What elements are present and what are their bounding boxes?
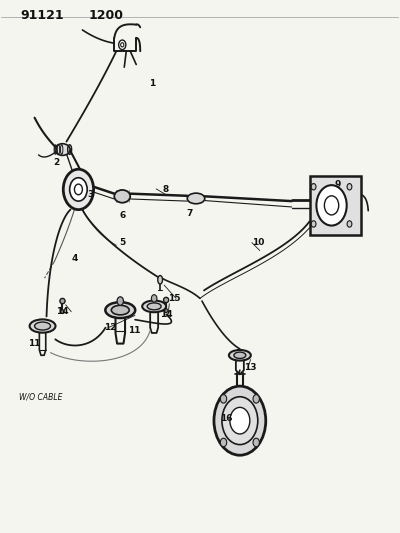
Text: 13: 13 — [244, 363, 256, 372]
Text: 1200: 1200 — [88, 9, 123, 22]
Circle shape — [220, 394, 227, 403]
Text: 16: 16 — [220, 414, 232, 423]
Ellipse shape — [114, 190, 130, 203]
Ellipse shape — [30, 319, 56, 333]
Ellipse shape — [158, 276, 162, 284]
Text: 2: 2 — [53, 158, 60, 167]
Text: 4: 4 — [71, 254, 78, 263]
Circle shape — [222, 397, 258, 445]
Circle shape — [230, 407, 250, 434]
Ellipse shape — [142, 301, 166, 312]
Ellipse shape — [187, 193, 205, 204]
Text: 11: 11 — [128, 326, 140, 335]
Circle shape — [119, 40, 126, 50]
Text: 15: 15 — [168, 294, 180, 303]
Ellipse shape — [111, 305, 129, 315]
Text: 12: 12 — [104, 323, 116, 332]
Circle shape — [311, 183, 316, 190]
Circle shape — [253, 438, 259, 447]
Circle shape — [63, 169, 94, 209]
Circle shape — [311, 221, 316, 227]
Ellipse shape — [147, 303, 161, 310]
Circle shape — [220, 438, 227, 447]
Circle shape — [316, 185, 347, 225]
Circle shape — [347, 183, 352, 190]
Text: 14: 14 — [56, 307, 69, 316]
Ellipse shape — [55, 144, 70, 156]
Ellipse shape — [234, 352, 246, 359]
Text: 7: 7 — [187, 209, 193, 218]
Ellipse shape — [164, 309, 168, 312]
Ellipse shape — [61, 310, 64, 313]
Text: 9: 9 — [334, 180, 341, 189]
Text: 11: 11 — [28, 339, 41, 348]
Text: 3: 3 — [87, 190, 94, 199]
FancyBboxPatch shape — [310, 176, 362, 235]
Text: 14: 14 — [160, 310, 172, 319]
Circle shape — [347, 221, 352, 227]
Text: 10: 10 — [252, 238, 264, 247]
Circle shape — [117, 297, 124, 305]
Circle shape — [151, 295, 157, 302]
Ellipse shape — [229, 350, 251, 361]
Circle shape — [253, 394, 259, 403]
Ellipse shape — [105, 302, 135, 318]
Text: W/O CABLE: W/O CABLE — [19, 392, 62, 401]
Circle shape — [70, 177, 87, 201]
Text: 6: 6 — [119, 212, 125, 221]
Text: 8: 8 — [163, 185, 169, 194]
Text: 91121: 91121 — [21, 9, 64, 22]
Ellipse shape — [34, 322, 50, 330]
Ellipse shape — [164, 297, 169, 303]
Circle shape — [214, 386, 266, 455]
Text: 5: 5 — [119, 238, 125, 247]
Ellipse shape — [60, 298, 65, 304]
Text: 1: 1 — [149, 78, 155, 87]
